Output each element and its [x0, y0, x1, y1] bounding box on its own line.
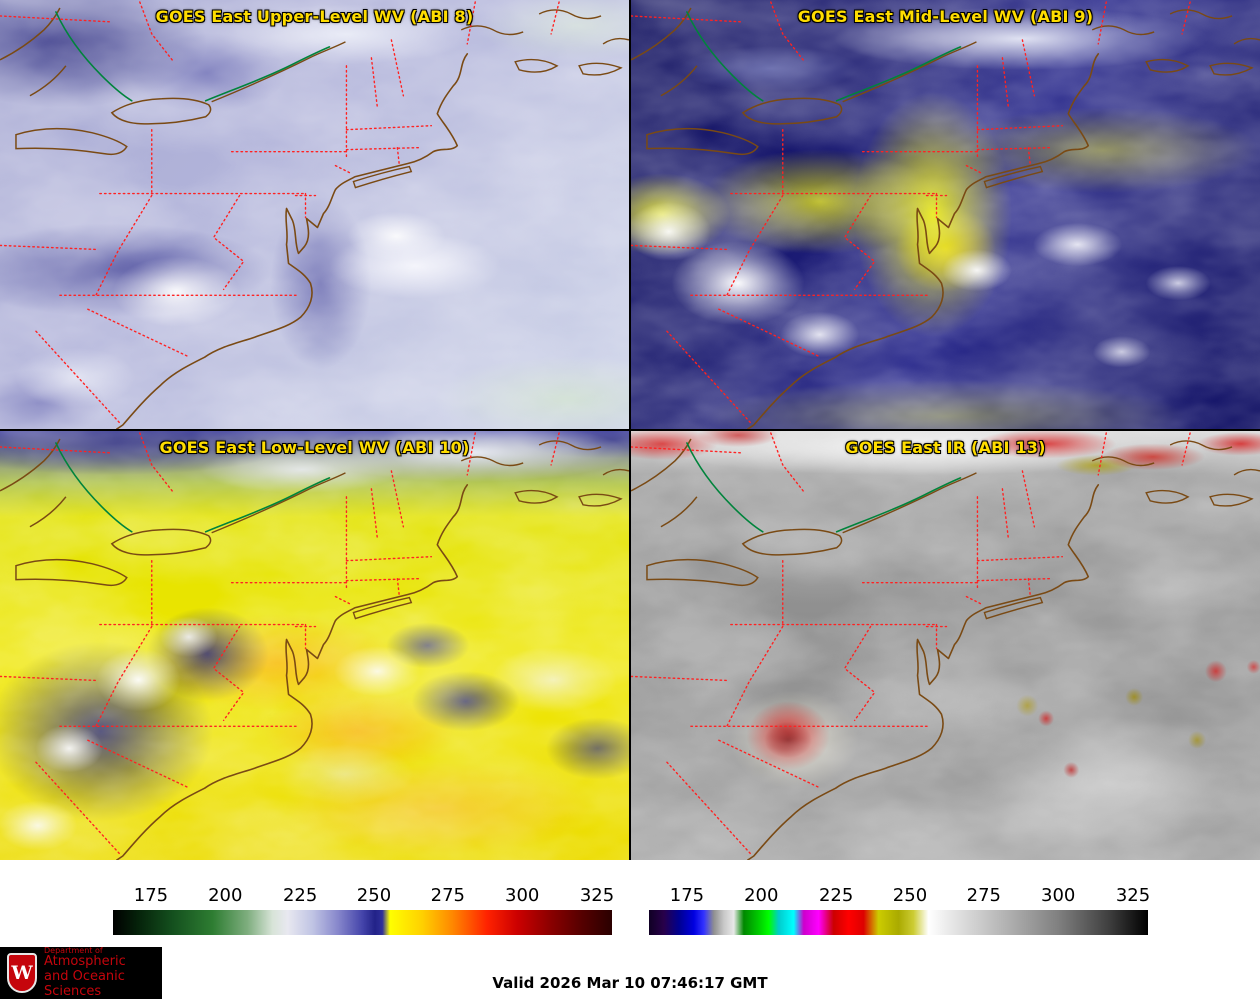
panel-title-abi9: GOES East Mid-Level WV (ABI 9) [797, 7, 1094, 26]
satellite-image-abi13 [631, 431, 1260, 860]
uw-crest-icon: W [7, 953, 37, 993]
tick-label: 200 [744, 885, 779, 906]
colorbar-gradient-wv [113, 910, 612, 935]
satellite-image-abi9 [631, 0, 1260, 429]
colorbar-gradient-ir [649, 910, 1148, 935]
panel-grid: GOES East Upper-Level WV (ABI 8) GOES Ea… [0, 0, 1260, 860]
valid-timestamp: Valid 2026 Mar 10 07:46:17 GMT [492, 974, 768, 992]
panel-low-level-wv: GOES East Low-Level WV (ABI 10) [0, 431, 629, 860]
panel-ir: GOES East IR (ABI 13) [631, 431, 1260, 860]
panel-title-abi8: GOES East Upper-Level WV (ABI 8) [155, 7, 474, 26]
colorbar-section: 175 200 225 250 275 300 325 175 200 225 … [0, 860, 1260, 945]
logo-name-line1: Atmospheric [44, 954, 126, 970]
tick-label: 275 [430, 885, 466, 906]
tick-label: 175 [133, 885, 169, 906]
tick-label: 325 [579, 885, 615, 906]
footer: W Department of Atmospheric and Oceanic … [0, 945, 1260, 999]
colorbar-ir: 175 200 225 250 275 300 325 [649, 882, 1151, 935]
tick-label: 200 [208, 885, 243, 906]
tick-label: 300 [1040, 885, 1076, 906]
tick-label: 300 [504, 885, 540, 906]
colorbar-ir-ticks: 175 200 225 250 275 300 325 [649, 882, 1151, 910]
tick-label: 275 [966, 885, 1002, 906]
logo-dept-line: Department of [44, 946, 103, 955]
crest-letter: W [11, 962, 33, 984]
tick-label: 250 [356, 885, 392, 906]
tick-label: 175 [669, 885, 705, 906]
tick-label: 250 [892, 885, 928, 906]
panel-title-abi10: GOES East Low-Level WV (ABI 10) [159, 438, 470, 457]
satellite-image-abi8 [0, 0, 629, 429]
panel-mid-level-wv: GOES East Mid-Level WV (ABI 9) [631, 0, 1260, 429]
panel-upper-level-wv: GOES East Upper-Level WV (ABI 8) [0, 0, 629, 429]
logo-text: Department of Atmospheric and Oceanic Sc… [44, 946, 155, 999]
tick-label: 225 [818, 885, 854, 906]
colorbar-wv: 175 200 225 250 275 300 325 [113, 882, 615, 935]
tick-label: 225 [282, 885, 318, 906]
tick-label: 325 [1115, 885, 1151, 906]
satellite-image-abi10 [0, 431, 629, 860]
panel-title-abi13: GOES East IR (ABI 13) [845, 438, 1046, 457]
colorbar-wv-ticks: 175 200 225 250 275 300 325 [113, 882, 615, 910]
logo-name-line2: and Oceanic Sciences [44, 969, 125, 999]
uw-aos-logo: W Department of Atmospheric and Oceanic … [0, 946, 162, 999]
